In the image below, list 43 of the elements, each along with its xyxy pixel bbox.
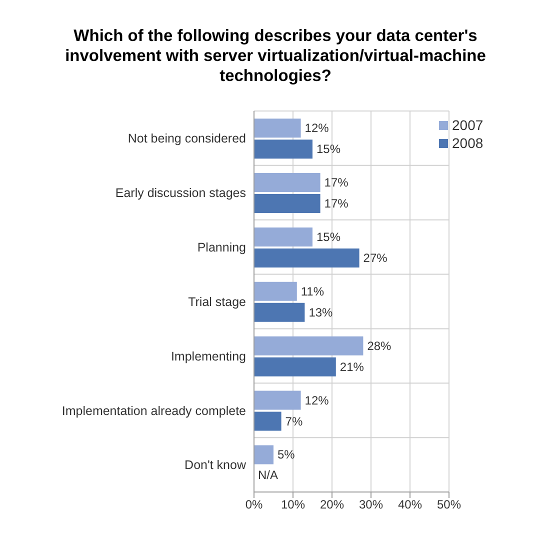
bar xyxy=(254,412,282,431)
bar xyxy=(254,336,364,356)
data-label: 28% xyxy=(367,338,392,353)
chart-title: Which of the following describes your data center's involvement with server virtualization/virtual-machine technologies? xyxy=(64,26,487,86)
bar xyxy=(254,248,360,268)
x-tick-label: 50% xyxy=(436,498,462,512)
data-label: 12% xyxy=(304,393,330,408)
bar xyxy=(254,390,301,410)
x-tick-label: 40% xyxy=(398,498,422,512)
bar xyxy=(254,140,312,159)
y-tick-label: Trial stage xyxy=(188,294,246,309)
x-tick-label: 10% xyxy=(280,498,306,512)
y-tick-label: Implementing xyxy=(170,349,246,364)
y-tick-label: Implementation already complete xyxy=(62,404,246,418)
legend-label: 2007 xyxy=(452,117,484,133)
data-label: 12% xyxy=(304,121,330,136)
y-tick-label: Not being considered xyxy=(128,132,246,146)
bar xyxy=(254,445,274,464)
data-label: 11% xyxy=(300,284,324,298)
y-tick-label: Early discussion stages xyxy=(115,186,246,200)
data-label: 13% xyxy=(308,305,334,320)
data-label: 5% xyxy=(278,448,296,462)
data-label: 21% xyxy=(340,360,364,374)
data-label: 17% xyxy=(324,176,349,190)
data-label: 27% xyxy=(363,250,388,265)
y-tick-label: Don't know xyxy=(184,458,247,472)
bar xyxy=(254,118,301,138)
bar xyxy=(254,302,305,322)
data-label: 15% xyxy=(316,230,341,244)
x-tick-label: 30% xyxy=(358,498,384,512)
bar xyxy=(254,282,297,301)
text: N/A xyxy=(258,468,278,482)
bar xyxy=(254,194,320,214)
bar xyxy=(254,357,336,376)
data-label: 17% xyxy=(324,196,349,211)
legend-label: 2008 xyxy=(452,135,484,151)
y-tick-label: Planning xyxy=(197,240,246,255)
x-tick-label: 0% xyxy=(245,498,263,512)
data-label: 15% xyxy=(316,142,341,156)
data-label: 7% xyxy=(285,414,303,428)
x-tick-label: 20% xyxy=(320,498,344,512)
bar xyxy=(254,227,312,246)
bar xyxy=(254,173,320,192)
